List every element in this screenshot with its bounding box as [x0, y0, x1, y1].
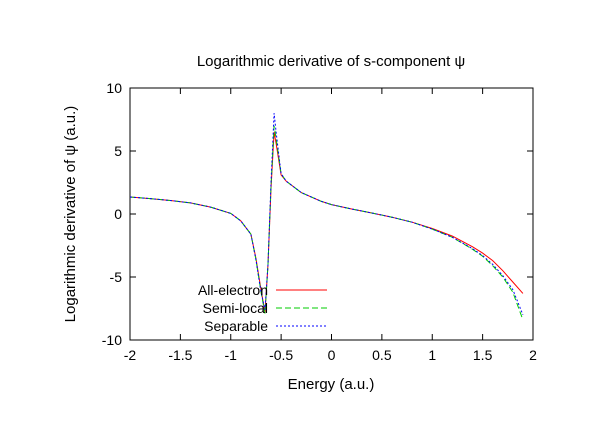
y-tick-label: -10: [102, 332, 122, 348]
x-tick-label: 1.5: [473, 347, 493, 363]
legend: All-electron Semi-local Separable: [198, 282, 327, 334]
x-tick-label: 1: [428, 347, 436, 363]
x-tick-label: -1: [225, 347, 238, 363]
chart-title: Logarithmic derivative of s-component ψ: [197, 53, 465, 70]
series-lines: [129, 113, 524, 320]
series-line-semi-local: [129, 125, 524, 320]
y-tick-label: 10: [106, 80, 122, 96]
x-tick-label: 0.5: [372, 347, 392, 363]
y-tick-label: 5: [114, 143, 122, 159]
plot-frame: [129, 87, 534, 341]
x-tick-label: -0.5: [269, 347, 293, 363]
legend-label: Separable: [204, 318, 268, 334]
x-tick-label: 2: [529, 347, 537, 363]
x-tick-label: -1.5: [168, 347, 192, 363]
y-tick-label: -5: [110, 269, 123, 285]
x-tick-label: 0: [328, 347, 336, 363]
x-tick-label: -2: [124, 347, 137, 363]
series-line-all-electron: [129, 132, 524, 313]
legend-label: All-electron: [198, 282, 268, 298]
tick-labels: -2 -1.5 -1 -0.5 0 0.5 1 1.5 2 -10 -5 0 5 10: [102, 80, 537, 363]
y-axis-label: Logarithmic derivative of ψ (a.u.): [62, 106, 79, 323]
series-line-separable: [129, 113, 524, 315]
tick-marks: [129, 87, 534, 341]
legend-label: Semi-local: [203, 300, 268, 316]
y-tick-label: 0: [114, 206, 122, 222]
x-axis-label: Energy (a.u.): [288, 376, 375, 393]
